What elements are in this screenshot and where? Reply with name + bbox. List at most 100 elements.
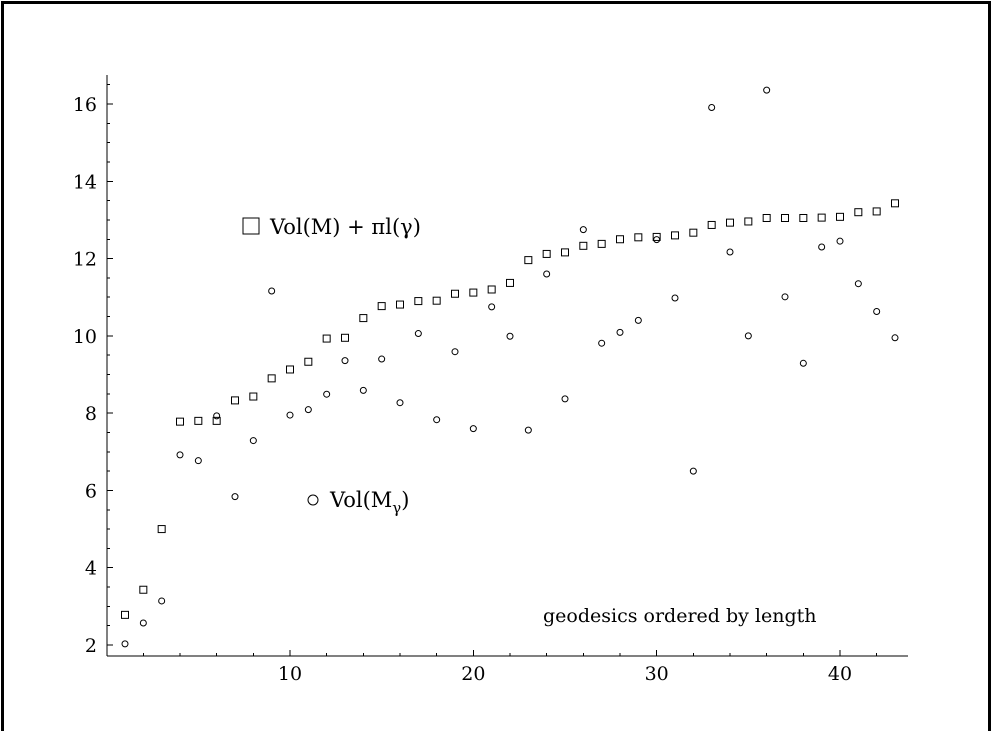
circle-point xyxy=(891,334,899,342)
data-points xyxy=(121,86,899,648)
circle-point xyxy=(176,451,184,459)
circle-point xyxy=(561,395,569,403)
x-tick-label: 20 xyxy=(461,663,485,685)
circle-point xyxy=(524,426,532,434)
circle-point xyxy=(469,425,477,433)
square-point xyxy=(762,213,771,222)
annotation-geodesics: geodesics ordered by length xyxy=(543,605,817,627)
square-point xyxy=(726,218,734,227)
legend-circle-label: Vol(Mγ) xyxy=(329,488,409,517)
legend-circle-marker xyxy=(307,494,319,506)
square-point xyxy=(249,392,258,401)
square-point xyxy=(469,288,478,297)
square-point xyxy=(817,213,826,222)
circle-point xyxy=(708,103,716,111)
circle-point xyxy=(158,597,166,605)
square-point xyxy=(891,199,899,208)
circle-point xyxy=(598,339,606,347)
square-point xyxy=(872,207,881,216)
square-point xyxy=(212,416,221,425)
circle-point xyxy=(506,332,514,340)
circle-point xyxy=(543,270,551,278)
x-tick-label: 30 xyxy=(645,663,669,685)
circle-point xyxy=(579,226,587,234)
square-point xyxy=(799,213,808,222)
circle-point xyxy=(396,399,404,407)
circle-point xyxy=(323,390,331,398)
square-point xyxy=(341,333,349,342)
square-point xyxy=(836,212,844,221)
circle-point xyxy=(616,328,624,336)
y-tick-label: 16 xyxy=(73,94,97,116)
circle-point xyxy=(799,359,807,367)
circle-point xyxy=(744,332,752,340)
ticks: 2 4 6 8 10 12 14 16 10 20 30 40 xyxy=(73,84,878,685)
circle-point xyxy=(341,357,349,365)
circle-point xyxy=(121,640,129,648)
y-tick-label: 14 xyxy=(73,171,97,193)
square-point xyxy=(359,314,368,323)
legend-squares: Vol(M) + πl(γ) xyxy=(242,215,421,239)
circle-point xyxy=(781,293,789,301)
circle-point xyxy=(139,619,147,627)
square-point xyxy=(781,213,789,222)
circle-point xyxy=(268,287,276,295)
square-point xyxy=(689,228,698,237)
circle-point xyxy=(304,406,312,414)
circle-point xyxy=(689,467,697,475)
square-point xyxy=(652,232,661,241)
square-point xyxy=(616,235,624,244)
circle-point xyxy=(249,437,257,445)
circle-point xyxy=(634,316,642,324)
circle-point xyxy=(359,386,367,394)
square-point xyxy=(506,278,514,287)
circle-point xyxy=(818,243,826,251)
y-tick-label: 2 xyxy=(85,635,97,657)
square-point xyxy=(744,217,753,226)
square-point xyxy=(396,300,404,309)
circle-point xyxy=(763,86,771,94)
square-point xyxy=(121,610,129,619)
square-point xyxy=(579,241,588,250)
square-point xyxy=(634,233,643,242)
square-point xyxy=(322,334,331,343)
circle-point xyxy=(194,457,202,465)
square-point xyxy=(561,248,569,257)
circle-point xyxy=(378,355,386,363)
square-point xyxy=(286,365,294,374)
y-tick-label: 12 xyxy=(73,249,97,271)
square-point xyxy=(671,231,679,240)
square-point xyxy=(267,374,276,383)
legend-square-marker xyxy=(242,217,260,235)
square-point xyxy=(414,297,423,306)
circle-point xyxy=(726,248,734,256)
square-point xyxy=(377,302,386,311)
circle-point xyxy=(836,237,844,245)
square-point xyxy=(157,525,166,534)
circle-point xyxy=(286,411,294,419)
legend-square-label: Vol(M) + πl(γ) xyxy=(269,215,421,239)
square-point xyxy=(597,239,606,248)
square-point xyxy=(432,296,441,305)
circle-point xyxy=(433,416,441,424)
square-point xyxy=(451,289,459,298)
circle-point xyxy=(213,412,221,420)
circle-point xyxy=(231,493,239,501)
square-point xyxy=(176,417,184,426)
y-tick-label: 8 xyxy=(85,403,97,425)
y-tick-label: 10 xyxy=(73,326,97,348)
square-point xyxy=(524,256,533,265)
y-tick-label: 6 xyxy=(85,480,97,502)
legend-circles: Vol(Mγ) xyxy=(307,488,409,517)
circle-point xyxy=(873,308,881,316)
x-tick-label: 40 xyxy=(828,663,852,685)
square-point xyxy=(854,208,863,217)
circle-point xyxy=(488,303,496,311)
circle-point xyxy=(451,348,459,356)
square-point xyxy=(707,220,716,229)
square-point xyxy=(542,249,551,258)
square-point xyxy=(194,416,203,425)
square-point xyxy=(487,285,496,294)
